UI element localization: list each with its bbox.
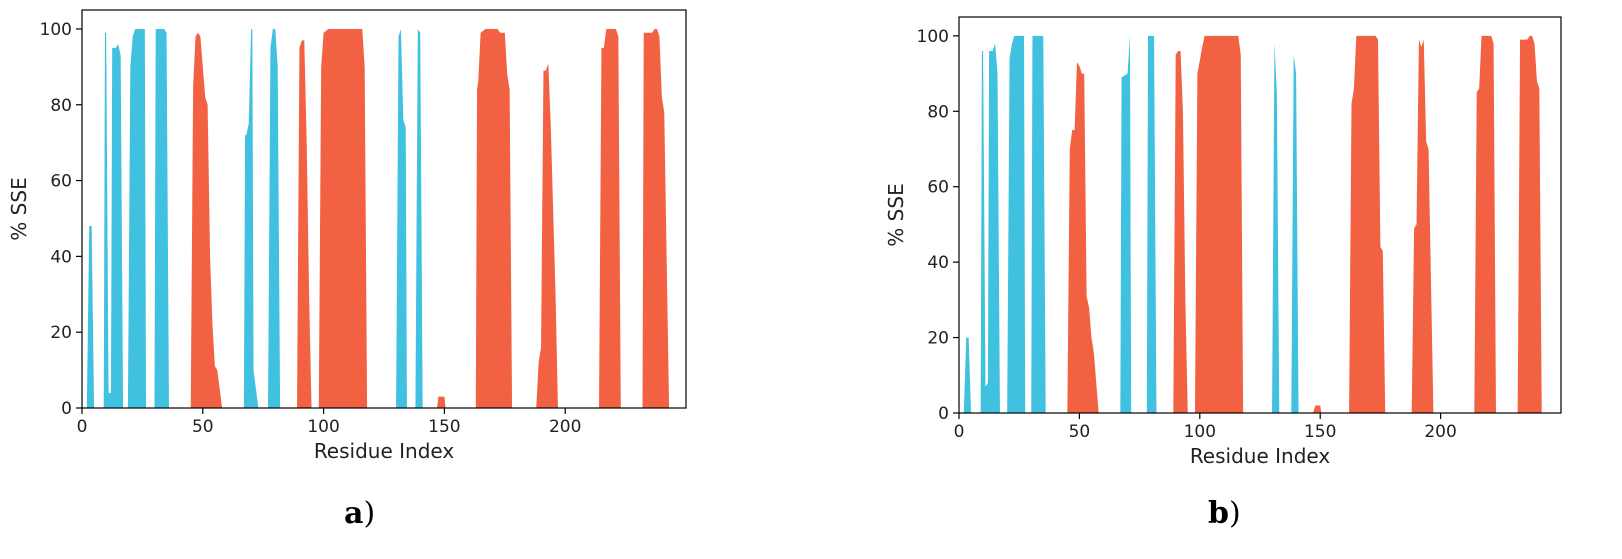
y-tick-label: 80 — [927, 102, 949, 122]
sse-area-helix — [1067, 35, 1542, 414]
y-axis-label: % SSE — [7, 177, 31, 240]
x-tick-label: 200 — [1424, 422, 1456, 442]
plot-frame — [958, 16, 1562, 414]
sse-area-strand — [86, 28, 423, 408]
y-tick-label: 100 — [40, 20, 72, 40]
panel-a: 0 50 100 150 200 0 20 40 60 80 100 Residue Index% S… — [0, 0, 780, 559]
x-tick-label: 50 — [1069, 422, 1091, 442]
x-tick-label: 100 — [307, 417, 339, 437]
sse-area-helix — [190, 28, 670, 408]
y-tick-label: 20 — [927, 329, 949, 349]
y-tick-label: 60 — [927, 178, 949, 198]
panel-label-a-paren: ) — [363, 496, 376, 531]
sse-area-strand — [963, 35, 1299, 414]
x-tick-label: 50 — [192, 417, 214, 437]
y-tick-label: 20 — [50, 323, 72, 343]
panel-label-b-paren: ) — [1228, 496, 1241, 531]
y-tick-label: 40 — [50, 247, 72, 267]
panel-b: 0 50 100 150 200 0 20 40 60 80 100 Residue Index% S… — [884, 0, 1622, 559]
panel-label-a-letter: a — [344, 496, 364, 531]
y-tick-label: 40 — [927, 253, 949, 273]
y-tick-label: 80 — [50, 96, 72, 116]
x-tick-label: 150 — [1304, 422, 1336, 442]
x-tick-label: 0 — [77, 417, 88, 437]
x-axis-label: Residue Index — [1190, 444, 1331, 468]
x-tick-label: 200 — [549, 417, 581, 437]
x-axis-label: Residue Index — [314, 439, 455, 463]
y-tick-label: 60 — [50, 172, 72, 192]
x-tick-label: 150 — [428, 417, 460, 437]
y-tick-label: 0 — [61, 399, 72, 419]
x-tick-label: 100 — [1184, 422, 1216, 442]
y-axis-label: % SSE — [884, 183, 908, 246]
panel-label-b: b) — [1208, 496, 1241, 531]
x-tick-label: 0 — [954, 422, 965, 442]
y-tick-label: 0 — [938, 404, 949, 424]
panel-label-b-letter: b — [1208, 496, 1229, 531]
panel-label-a: a) — [344, 496, 375, 531]
plot-frame — [81, 9, 687, 409]
y-tick-label: 100 — [917, 27, 949, 47]
